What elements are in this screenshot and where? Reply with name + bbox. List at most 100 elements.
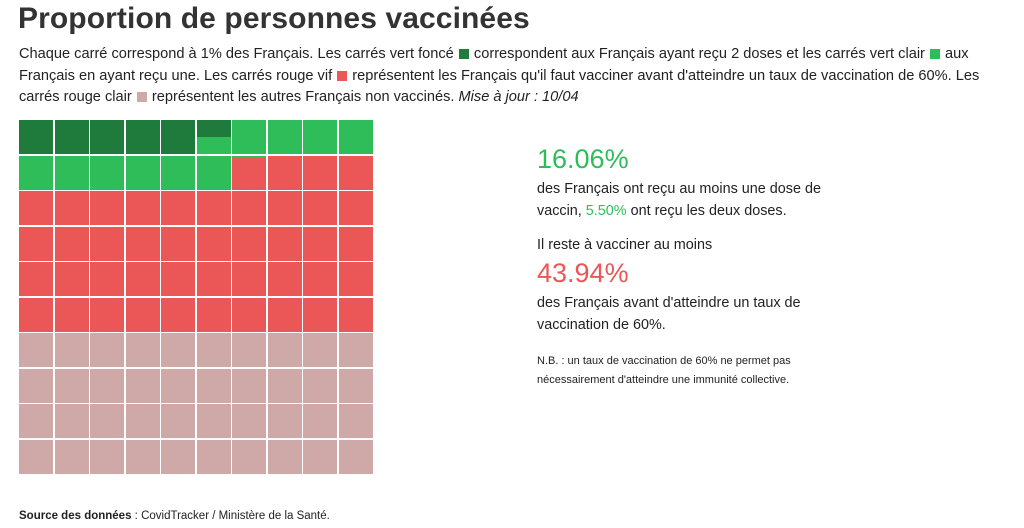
waffle-cell [125, 226, 160, 261]
source-label: Source des données [19, 510, 132, 522]
waffle-cell [232, 120, 267, 155]
vaccinated-text: des Français ont reçu au moins une dose … [537, 178, 837, 222]
waffle-cell [267, 368, 302, 403]
update-date: Mise à jour : 10/04 [458, 89, 579, 105]
waffle-cell [90, 297, 125, 332]
waffle-cell [90, 404, 125, 439]
vaccinated-percentage: 16.06% [537, 144, 629, 174]
waffle-cell [303, 262, 338, 297]
description-part5: représentent les autres Français non vac… [151, 89, 455, 105]
waffle-cell [338, 191, 373, 226]
waffle-cell [338, 404, 373, 439]
waffle-cell [54, 262, 89, 297]
waffle-cell [338, 333, 373, 368]
waffle-cell [54, 333, 89, 368]
remain-label: Il reste à vacciner au moins [537, 237, 713, 253]
waffle-cell [54, 155, 89, 190]
waffle-cell [196, 226, 231, 261]
waffle-cell [161, 155, 196, 190]
description-part2: correspondent aux Français ayant reçu 2 … [473, 46, 925, 62]
waffle-cell [338, 439, 373, 474]
light-green-swatch [929, 49, 940, 59]
waffle-cell [125, 155, 160, 190]
waffle-chart [19, 120, 373, 474]
waffle-cell [19, 333, 54, 368]
waffle-cell [267, 297, 302, 332]
chart-title: Proportion de personnes vaccinées [18, 2, 530, 35]
waffle-cell [19, 368, 54, 403]
waffle-cell [90, 226, 125, 261]
waffle-cell [54, 439, 89, 474]
waffle-cell [90, 191, 125, 226]
waffle-cell [19, 404, 54, 439]
waffle-cell [125, 439, 160, 474]
bright-red-swatch [337, 70, 348, 81]
waffle-cell [161, 262, 196, 297]
waffle-cell [232, 297, 267, 332]
waffle-cell [196, 297, 231, 332]
waffle-cell [232, 333, 267, 368]
waffle-cell [267, 155, 302, 190]
waffle-cell [267, 120, 302, 155]
vaccinated-text-b: ont reçu les deux doses. [630, 203, 787, 219]
dark-green-swatch [458, 49, 469, 59]
waffle-cell [161, 191, 196, 226]
vaccinated-text-a: des Français ont reçu au moins une dose … [537, 181, 821, 219]
waffle-cell [125, 191, 160, 226]
waffle-cell [232, 439, 267, 474]
waffle-cell [19, 297, 54, 332]
waffle-cell [303, 368, 338, 403]
waffle-cell [196, 155, 231, 190]
waffle-cell [54, 297, 89, 332]
waffle-cell [303, 120, 338, 155]
waffle-cell [267, 404, 302, 439]
source-text: : CovidTracker / Ministère de la Santé. [131, 510, 330, 522]
waffle-cell [90, 439, 125, 474]
waffle-cell [54, 226, 89, 261]
waffle-cell [196, 333, 231, 368]
waffle-cell [232, 368, 267, 403]
waffle-cell [303, 155, 338, 190]
waffle-cell [303, 297, 338, 332]
waffle-cell [125, 262, 160, 297]
waffle-cell [161, 226, 196, 261]
two-doses-percentage: 5.50% [585, 203, 627, 219]
waffle-cell [90, 155, 125, 190]
light-red-swatch [136, 92, 147, 102]
waffle-cell [19, 155, 54, 190]
waffle-cell [19, 226, 54, 261]
waffle-cell [54, 404, 89, 439]
waffle-cell [303, 191, 338, 226]
description-part4: représentent les Français qu'il faut vac… [19, 67, 980, 106]
waffle-cell [267, 439, 302, 474]
waffle-cell [303, 333, 338, 368]
waffle-cell [19, 262, 54, 297]
waffle-cell [338, 226, 373, 261]
remain-percentage: 43.94% [537, 258, 629, 288]
waffle-cell [267, 191, 302, 226]
waffle-cell [232, 404, 267, 439]
waffle-cell [303, 404, 338, 439]
waffle-cell [161, 404, 196, 439]
waffle-cell [267, 333, 302, 368]
chart-description: Chaque carré correspond à 1% des Françai… [19, 44, 1009, 109]
waffle-cell [196, 439, 231, 474]
waffle-cell [196, 120, 231, 155]
waffle-cell [338, 297, 373, 332]
waffle-cell [125, 297, 160, 332]
waffle-cell [303, 439, 338, 474]
waffle-cell [267, 262, 302, 297]
waffle-cell [54, 191, 89, 226]
waffle-cell [54, 120, 89, 155]
waffle-cell [232, 155, 267, 190]
waffle-cell [338, 262, 373, 297]
waffle-cell [125, 120, 160, 155]
waffle-cell [161, 368, 196, 403]
waffle-cell [90, 333, 125, 368]
waffle-cell [125, 333, 160, 368]
waffle-cell [232, 226, 267, 261]
waffle-cell [161, 333, 196, 368]
waffle-cell [196, 191, 231, 226]
description-part3: aux Français en ayant reçu une. Les carr… [19, 46, 969, 84]
source-line: Source des données : CovidTracker / Mini… [19, 510, 330, 522]
